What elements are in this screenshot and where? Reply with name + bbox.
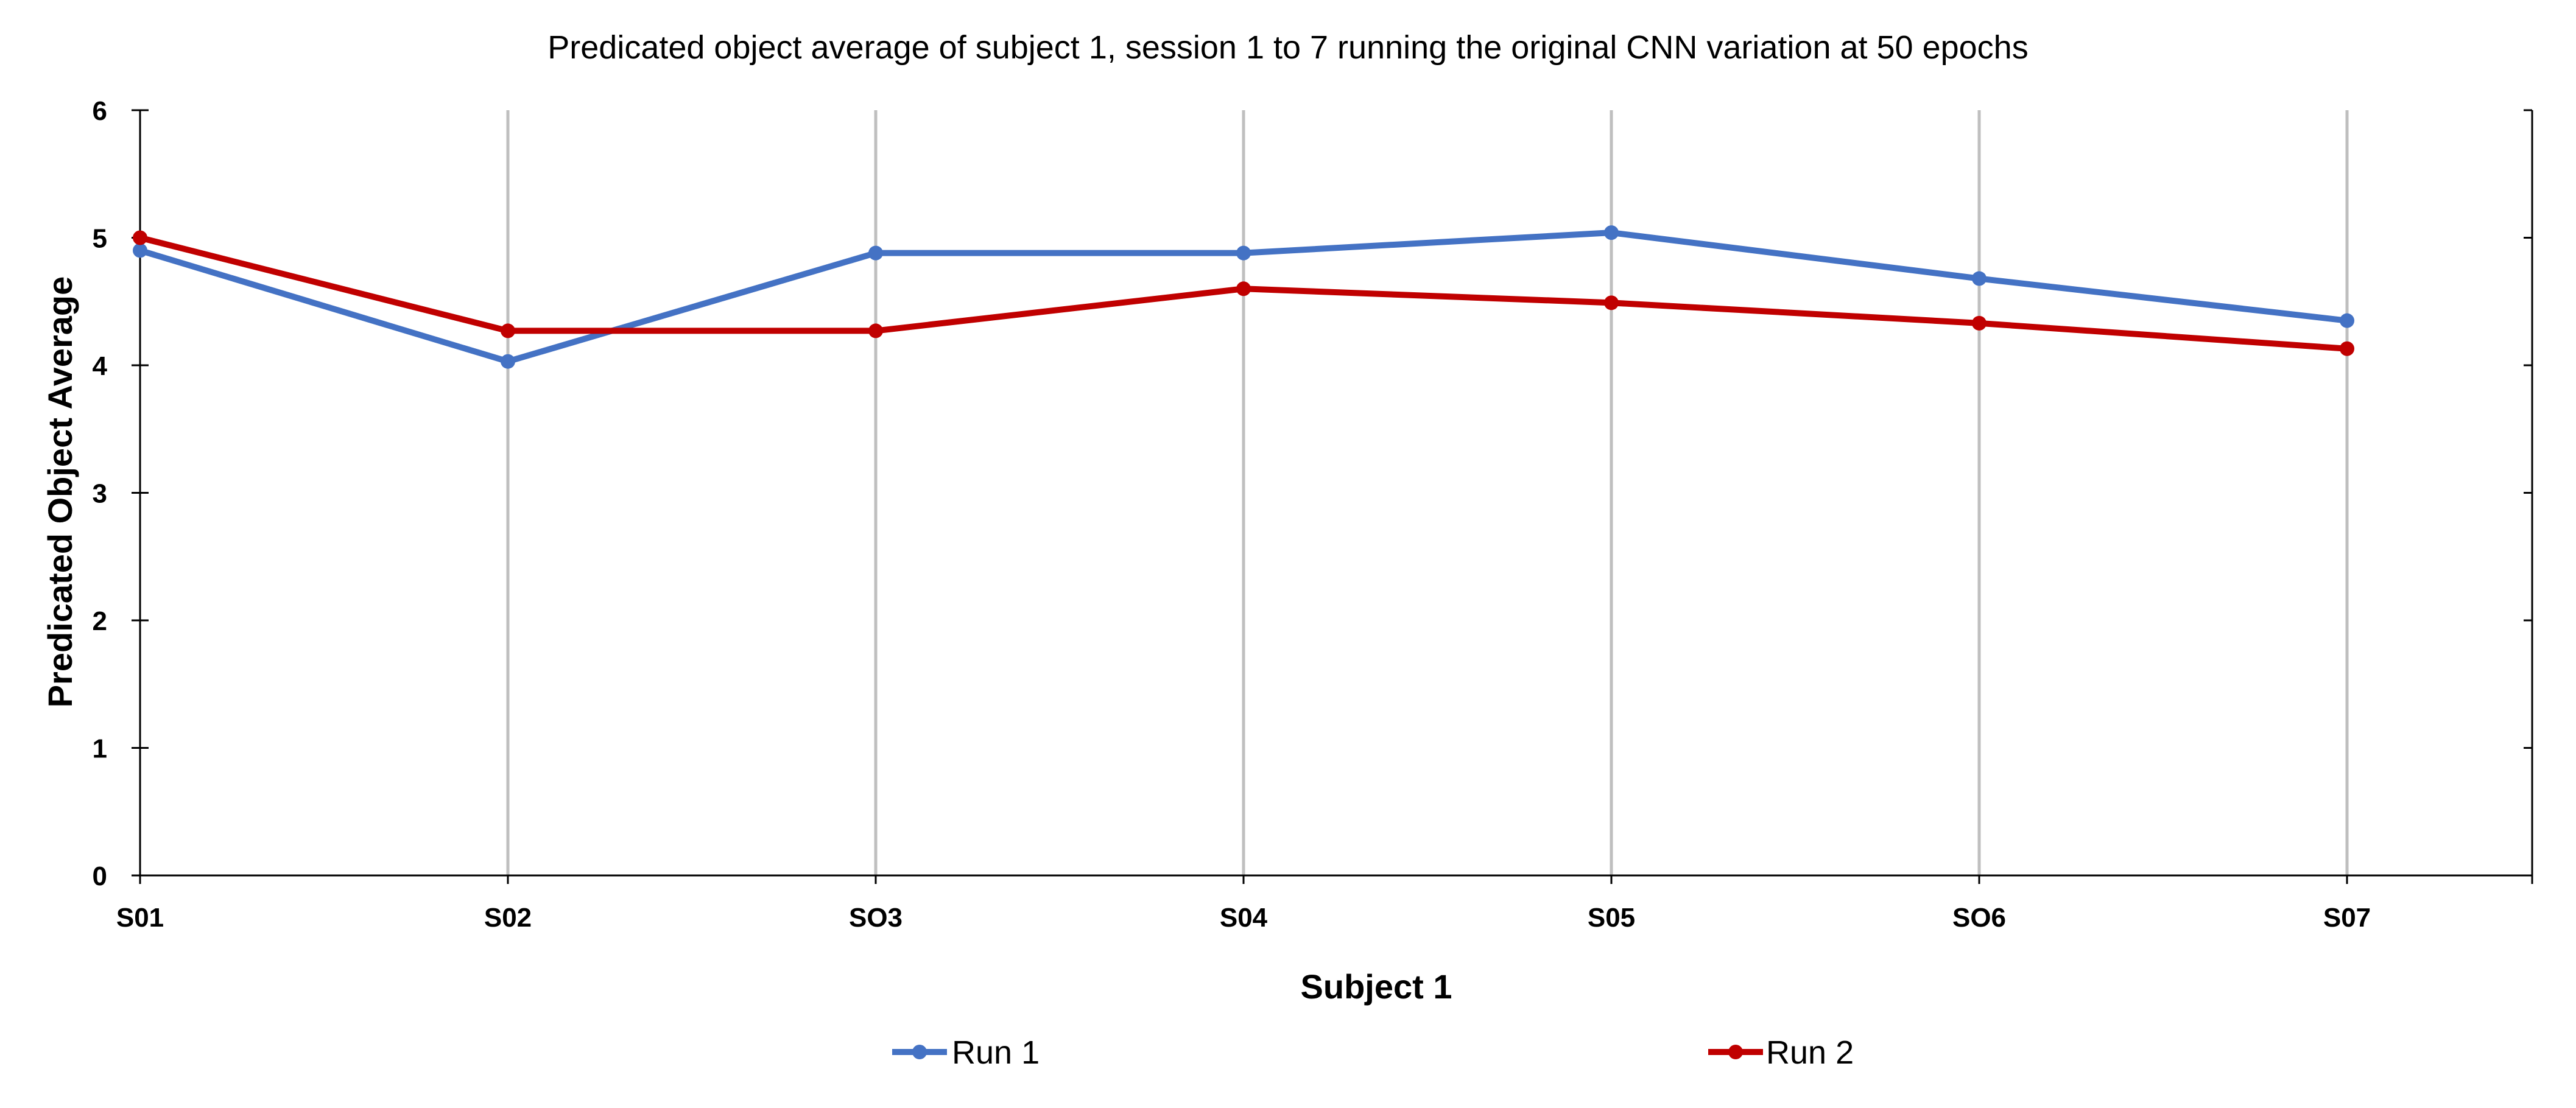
x-tick-label-so6: SO6	[1952, 903, 2006, 933]
data-point-run-2-so6[interactable]	[1972, 315, 1987, 331]
data-point-run-1-s05[interactable]	[1604, 225, 1619, 240]
x-tick-label-s07: S07	[2323, 903, 2371, 933]
data-point-run-2-s05[interactable]	[1604, 295, 1619, 310]
chart-title: Predicated object average of subject 1, …	[547, 29, 2028, 66]
legend-item-run-1[interactable]: Run 1	[892, 1034, 1040, 1071]
data-point-run-2-s01[interactable]	[133, 230, 147, 245]
x-tick-label-s04: S04	[1220, 903, 1268, 933]
y-tick-label-1: 1	[93, 734, 107, 764]
tick-labels: 0 1 2 3 4 5 6 S01 S02 SO3 S04 S05 SO6 S07	[93, 96, 2371, 933]
y-tick-label-0: 0	[93, 861, 107, 891]
x-tick-label-so3: SO3	[849, 903, 903, 933]
data-point-run-1-s04[interactable]	[1236, 245, 1251, 261]
y-tick-label-4: 4	[93, 351, 108, 381]
data-point-run-1-s07[interactable]	[2340, 313, 2354, 328]
data-point-run-2-s04[interactable]	[1236, 281, 1251, 296]
data-point-run-2-s07[interactable]	[2340, 341, 2354, 356]
series-lines	[133, 225, 2354, 369]
x-tick-label-s01: S01	[116, 903, 164, 933]
data-point-run-1-so6[interactable]	[1972, 271, 1987, 286]
data-point-run-1-s02[interactable]	[501, 354, 515, 369]
y-tick-label-5: 5	[93, 224, 107, 254]
axes	[132, 109, 2533, 884]
legend-marker-run-2	[1728, 1045, 1743, 1059]
legend-label-run-1: Run 1	[952, 1034, 1040, 1071]
x-axis-title: Subject 1	[1301, 967, 1452, 1006]
data-point-run-2-s02[interactable]	[501, 323, 515, 338]
data-point-run-2-so3[interactable]	[868, 323, 883, 338]
data-point-run-1-s01[interactable]	[133, 243, 147, 258]
y-axis-title: Predicated Object Average	[41, 276, 79, 708]
x-tick-label-s02: S02	[484, 903, 532, 933]
y-tick-label-6: 6	[93, 96, 107, 126]
x-tick-label-s05: S05	[1588, 903, 1635, 933]
gridlines	[506, 110, 2349, 875]
y-tick-label-3: 3	[93, 479, 107, 509]
legend-item-run-2[interactable]: Run 2	[1708, 1034, 1854, 1071]
legend[interactable]: Run 1 Run 2	[892, 1034, 1854, 1071]
data-point-run-1-so3[interactable]	[868, 245, 883, 261]
legend-label-run-2: Run 2	[1766, 1034, 1854, 1071]
y-tick-label-2: 2	[93, 606, 107, 636]
legend-marker-run-1	[912, 1045, 927, 1059]
